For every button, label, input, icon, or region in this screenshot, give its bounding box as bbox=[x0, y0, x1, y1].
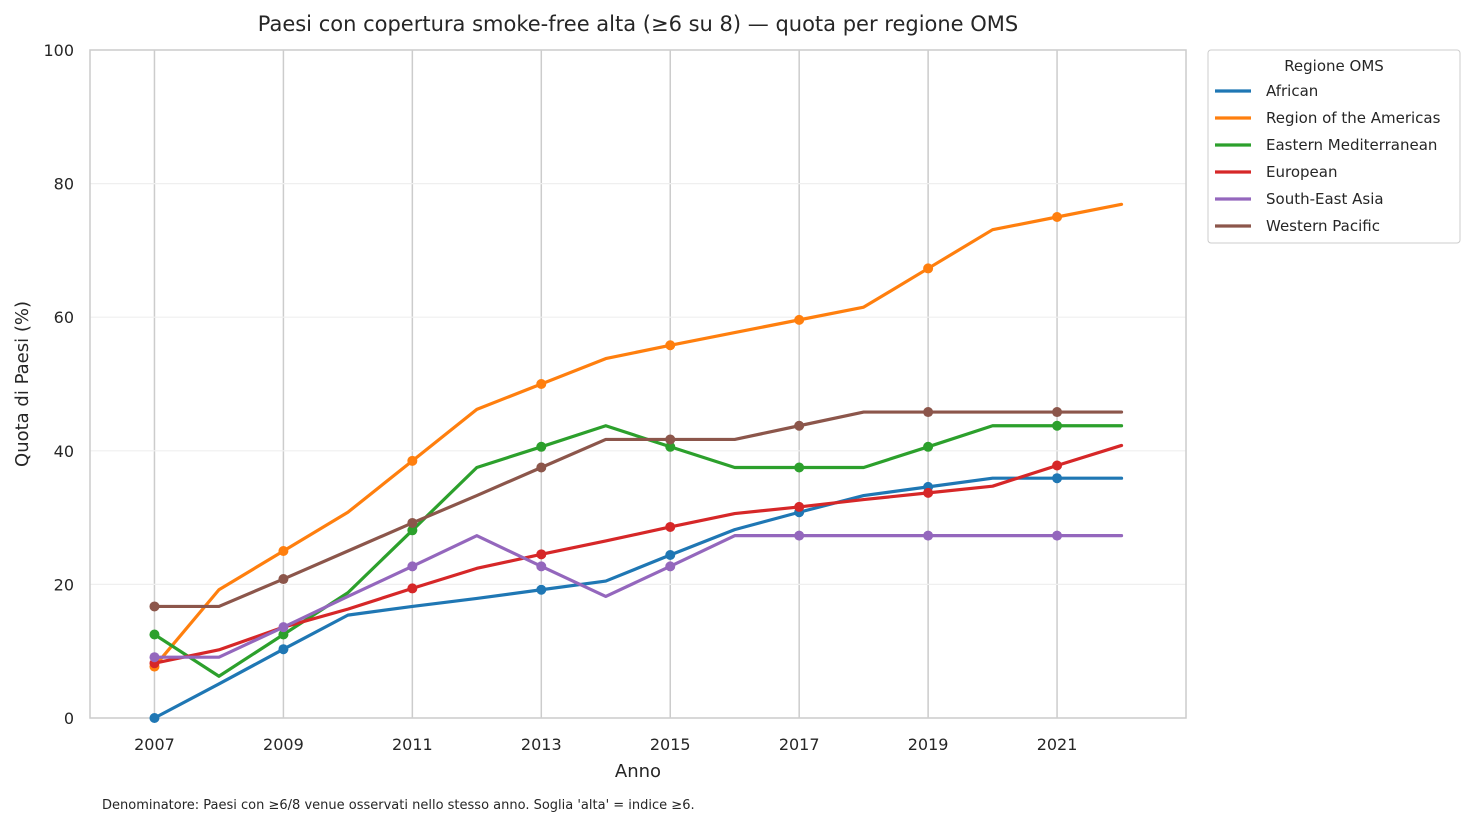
data-point-south-east-asia bbox=[149, 652, 160, 663]
data-point-african bbox=[1052, 473, 1063, 484]
y-tick-label: 20 bbox=[54, 575, 74, 594]
series-western-pacific bbox=[149, 407, 1124, 612]
y-axis-label: Quota di Paesi (%) bbox=[12, 301, 33, 467]
data-point-eastern-mediterranean bbox=[1052, 420, 1063, 431]
data-point-region-of-the-americas bbox=[923, 263, 934, 274]
data-point-western-pacific bbox=[278, 574, 289, 585]
footnote: Denominatore: Paesi con ≥6/8 venue osser… bbox=[102, 798, 695, 813]
data-point-western-pacific bbox=[149, 601, 160, 612]
chart-title: Paesi con copertura smoke-free alta (≥6 … bbox=[258, 12, 1019, 36]
data-point-south-east-asia bbox=[665, 561, 676, 572]
data-point-western-pacific bbox=[1052, 407, 1063, 418]
data-point-eastern-mediterranean bbox=[536, 441, 547, 452]
legend-label: Western Pacific bbox=[1266, 217, 1380, 235]
data-point-eastern-mediterranean bbox=[407, 525, 418, 536]
tick-labels: 2007 2009 2011 2013 2015 2017 2019 2021 0 20 40 60 8… bbox=[43, 41, 1077, 754]
legend-item-western-pacific: Western Pacific bbox=[1215, 217, 1380, 235]
data-point-european bbox=[665, 521, 676, 532]
data-point-region-of-the-americas bbox=[794, 314, 805, 325]
legend-label: South-East Asia bbox=[1266, 190, 1384, 208]
data-point-western-pacific bbox=[407, 517, 418, 528]
legend-title: Regione OMS bbox=[1284, 57, 1384, 75]
data-point-region-of-the-americas bbox=[536, 379, 547, 389]
data-point-western-pacific bbox=[665, 434, 676, 445]
data-point-south-east-asia bbox=[278, 622, 289, 633]
data-point-western-pacific bbox=[536, 462, 547, 473]
legend-item-south-east-asia: South-East Asia bbox=[1215, 190, 1384, 208]
x-tick-label: 2013 bbox=[521, 735, 562, 754]
series-line-region-of-the-americas bbox=[152, 202, 1124, 669]
series-line-eastern-mediterranean bbox=[152, 424, 1124, 678]
legend-items: African Region of the Americas Eastern Med… bbox=[1215, 82, 1441, 235]
data-point-african bbox=[665, 550, 676, 561]
legend-label: Region of the Americas bbox=[1266, 109, 1441, 127]
data-point-european bbox=[923, 487, 934, 498]
data-point-south-east-asia bbox=[923, 530, 934, 541]
y-tick-label: 0 bbox=[64, 709, 74, 728]
legend-item-european: European bbox=[1215, 163, 1337, 181]
series-eastern-mediterranean bbox=[149, 420, 1124, 678]
data-point-european bbox=[1052, 460, 1063, 471]
x-tick-label: 2017 bbox=[779, 735, 820, 754]
legend-item-african: African bbox=[1215, 82, 1318, 100]
data-point-region-of-the-americas bbox=[407, 455, 418, 466]
x-tick-label: 2009 bbox=[263, 735, 304, 754]
legend-label: Eastern Mediterranean bbox=[1266, 136, 1437, 154]
series-line-western-pacific bbox=[152, 410, 1124, 609]
series-group bbox=[149, 202, 1124, 723]
series-region-of-the-americas bbox=[149, 202, 1124, 672]
legend-box bbox=[1207, 49, 1461, 244]
data-point-african bbox=[536, 584, 547, 595]
x-tick-label: 2015 bbox=[650, 735, 691, 754]
x-tick-label: 2019 bbox=[908, 735, 949, 754]
data-point-european bbox=[536, 549, 547, 560]
data-point-western-pacific bbox=[794, 420, 805, 431]
data-point-eastern-mediterranean bbox=[794, 462, 805, 473]
data-point-region-of-the-americas bbox=[278, 546, 289, 556]
y-tick-label: 100 bbox=[43, 41, 74, 60]
y-tick-label: 40 bbox=[54, 442, 74, 461]
x-tick-label: 2007 bbox=[134, 735, 175, 754]
x-tick-label: 2021 bbox=[1037, 735, 1078, 754]
series-line-african bbox=[152, 476, 1124, 720]
legend-label: European bbox=[1266, 163, 1337, 181]
data-point-european bbox=[794, 501, 805, 512]
data-point-south-east-asia bbox=[794, 530, 805, 541]
y-tick-label: 80 bbox=[54, 175, 74, 194]
data-point-region-of-the-americas bbox=[665, 340, 676, 351]
data-point-south-east-asia bbox=[407, 561, 418, 572]
data-point-eastern-mediterranean bbox=[923, 441, 934, 452]
data-point-south-east-asia bbox=[536, 561, 547, 572]
series-south-east-asia bbox=[149, 530, 1124, 663]
legend-item-region-of-the-americas: Region of the Americas bbox=[1215, 109, 1441, 127]
series-line-south-east-asia bbox=[152, 534, 1124, 659]
data-point-western-pacific bbox=[923, 407, 934, 418]
data-point-eastern-mediterranean bbox=[149, 629, 160, 640]
x-axis-label: Anno bbox=[615, 761, 661, 782]
y-tick-label: 60 bbox=[54, 308, 74, 327]
series-line-european bbox=[152, 443, 1124, 665]
data-point-african bbox=[278, 644, 289, 655]
data-point-region-of-the-americas bbox=[1052, 212, 1063, 222]
data-point-african bbox=[149, 713, 160, 723]
x-tick-label: 2011 bbox=[392, 735, 433, 754]
data-point-south-east-asia bbox=[1052, 530, 1063, 541]
legend-label: African bbox=[1266, 82, 1318, 100]
legend-item-eastern-mediterranean: Eastern Mediterranean bbox=[1215, 136, 1437, 154]
data-point-eastern-mediterranean bbox=[665, 441, 676, 452]
plot-frame bbox=[89, 49, 1187, 719]
data-point-european bbox=[407, 583, 418, 594]
data-point-eastern-mediterranean bbox=[278, 629, 289, 640]
legend: Regione OMS African Region of the America… bbox=[1207, 49, 1461, 244]
